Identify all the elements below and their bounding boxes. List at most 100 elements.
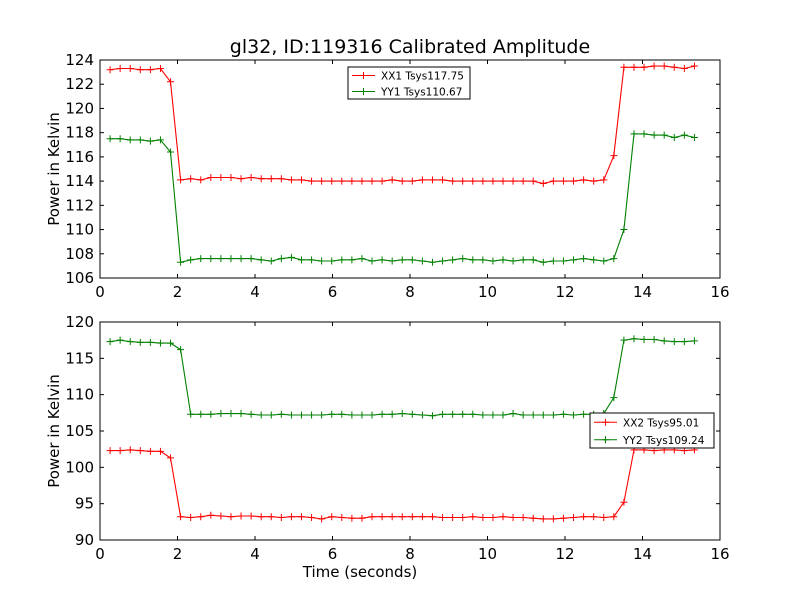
data-point-marker xyxy=(479,513,487,521)
data-point-marker xyxy=(106,338,114,346)
legend: XX2 Tsys95.01 YY2 Tsys109.24 xyxy=(589,412,715,449)
data-point-marker xyxy=(539,515,547,523)
data-point-marker xyxy=(167,148,175,156)
data-point-marker xyxy=(287,176,295,184)
data-point-marker xyxy=(539,258,547,266)
legend-swatch-marker xyxy=(360,88,367,95)
legend-label: XX2 Tsys95.01 xyxy=(623,417,699,429)
data-point-marker xyxy=(257,411,265,419)
y-tick-label: 90 xyxy=(75,531,94,549)
data-point-marker xyxy=(146,137,154,145)
data-point-marker xyxy=(620,498,628,506)
data-point-marker xyxy=(469,256,477,264)
data-point-marker xyxy=(559,514,567,522)
data-point-marker xyxy=(146,338,154,346)
data-point-marker xyxy=(469,177,477,185)
data-point-marker xyxy=(277,513,285,521)
plot-1: 0 2 4 6 8 10 12 14 16 106 108 110 112 114 116 118 120 122… xyxy=(45,51,730,301)
axes-layer: 0 2 4 6 8 10 12 14 16106108110112114116118120122… xyxy=(45,51,730,581)
legend-box xyxy=(347,66,471,100)
data-point-marker xyxy=(247,512,255,520)
data-point-marker xyxy=(610,394,618,402)
data-point-marker xyxy=(247,410,255,418)
data-point-marker xyxy=(126,338,134,346)
data-point-marker xyxy=(690,337,698,345)
x-tick-label: 14 xyxy=(633,545,652,563)
data-point-marker xyxy=(529,411,537,419)
data-point-marker xyxy=(177,513,185,521)
data-point-marker xyxy=(328,257,336,265)
y-tick-label: 114 xyxy=(65,172,94,190)
data-point-marker xyxy=(368,177,376,185)
data-point-marker xyxy=(449,410,457,418)
x-tick-label: 0 xyxy=(95,545,105,563)
data-point-marker xyxy=(207,410,215,418)
data-point-marker xyxy=(358,411,366,419)
data-point-marker xyxy=(519,177,527,185)
data-point-marker xyxy=(449,513,457,521)
y-tick-label: 105 xyxy=(65,422,94,440)
data-point-marker xyxy=(126,64,134,72)
data-point-marker xyxy=(247,173,255,181)
data-point-marker xyxy=(237,512,245,520)
data-point-marker xyxy=(418,411,426,419)
data-point-marker xyxy=(529,256,537,264)
data-point-marker xyxy=(549,411,557,419)
data-point-marker xyxy=(287,411,295,419)
data-point-marker xyxy=(197,410,205,418)
data-point-marker xyxy=(318,411,326,419)
x-tick-label: 12 xyxy=(555,545,574,563)
x-tick-label: 10 xyxy=(478,283,497,301)
data-point-marker xyxy=(428,513,436,521)
data-point-marker xyxy=(408,410,416,418)
data-point-marker xyxy=(590,256,598,264)
data-point-marker xyxy=(116,64,124,72)
data-point-marker xyxy=(217,255,225,263)
data-point-marker xyxy=(388,513,396,521)
data-point-marker xyxy=(257,175,265,183)
data-point-marker xyxy=(630,130,638,138)
data-point-marker xyxy=(449,177,457,185)
data-point-marker xyxy=(539,180,547,188)
x-tick-label: 12 xyxy=(555,283,574,301)
data-point-marker xyxy=(136,338,144,346)
data-point-marker xyxy=(570,411,578,419)
data-point-marker xyxy=(479,256,487,264)
data-point-marker xyxy=(459,177,467,185)
data-point-marker xyxy=(338,256,346,264)
data-point-marker xyxy=(167,78,175,86)
y-tick-label: 115 xyxy=(65,349,94,367)
data-point-marker xyxy=(328,177,336,185)
data-point-marker xyxy=(489,513,497,521)
data-point-marker xyxy=(167,454,175,462)
data-point-marker xyxy=(479,177,487,185)
y-tick-label: 118 xyxy=(65,124,94,142)
x-tick-label: 16 xyxy=(710,283,729,301)
data-point-marker xyxy=(439,257,447,265)
data-point-marker xyxy=(590,513,598,521)
data-point-marker xyxy=(439,410,447,418)
data-point-marker xyxy=(650,131,658,139)
data-point-marker xyxy=(428,258,436,266)
data-point-marker xyxy=(509,177,517,185)
data-point-marker xyxy=(106,447,114,455)
data-point-marker xyxy=(580,255,588,263)
data-point-marker xyxy=(670,338,678,346)
data-point-marker xyxy=(328,513,336,521)
data-point-marker xyxy=(630,335,638,343)
data-point-marker xyxy=(549,257,557,265)
data-point-marker xyxy=(156,447,164,455)
data-point-marker xyxy=(257,256,265,264)
x-tick-label: 16 xyxy=(710,545,729,563)
data-point-marker xyxy=(308,513,316,521)
y-tick-label: 110 xyxy=(65,221,94,239)
x-tick-label: 8 xyxy=(405,283,415,301)
y-tick-label: 108 xyxy=(65,245,94,263)
data-point-marker xyxy=(308,411,316,419)
data-point-marker xyxy=(539,411,547,419)
data-point-marker xyxy=(408,177,416,185)
data-point-marker xyxy=(156,339,164,347)
data-point-marker xyxy=(167,339,175,347)
data-point-marker xyxy=(237,255,245,263)
